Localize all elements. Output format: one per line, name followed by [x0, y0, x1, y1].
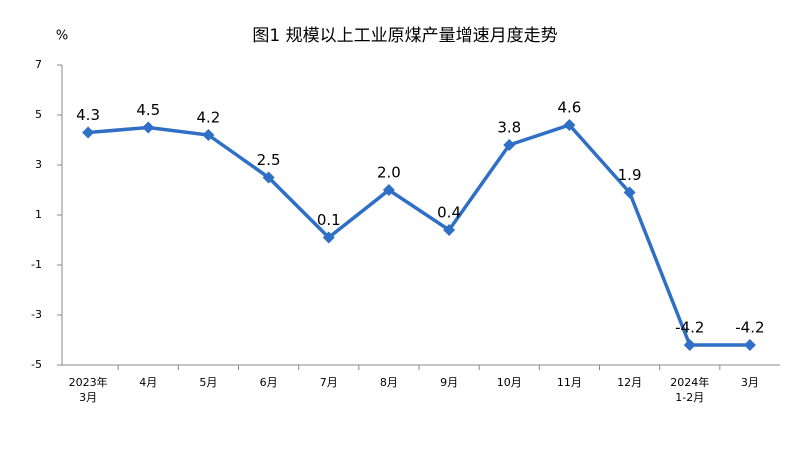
- marker: [683, 339, 696, 351]
- x-tick-label: 3月: [741, 376, 759, 389]
- x-tick-label: 11月: [557, 376, 582, 389]
- marker: [503, 139, 516, 151]
- data-label: 1.9: [618, 166, 642, 184]
- y-tick-label: -5: [31, 358, 42, 371]
- x-tick-label: 2024年 1-2月: [670, 375, 709, 404]
- data-label: 0.4: [437, 204, 461, 222]
- x-tick-label: 12月: [617, 376, 642, 389]
- y-unit: %: [56, 29, 68, 44]
- y-tick-label: 7: [35, 58, 42, 71]
- x-tick-label: 8月: [380, 376, 398, 389]
- y-tick-label: -1: [31, 258, 42, 271]
- data-label: 4.3: [76, 106, 100, 124]
- x-tick-label: 5月: [199, 376, 217, 389]
- marker: [262, 171, 275, 184]
- marker: [743, 339, 756, 351]
- x-tick-label: 9月: [440, 376, 458, 389]
- data-label: 0.1: [317, 211, 341, 229]
- y-tick-label: 5: [35, 108, 42, 121]
- x-tick-label: 6月: [260, 376, 278, 389]
- data-label: 4.6: [557, 99, 581, 117]
- data-label: 4.5: [136, 101, 160, 119]
- marker: [322, 231, 335, 244]
- data-label: 2.0: [377, 164, 401, 182]
- marker: [443, 224, 456, 236]
- data-label: 4.2: [196, 109, 220, 127]
- marker: [142, 121, 155, 134]
- marker: [202, 129, 215, 141]
- marker: [382, 184, 395, 196]
- y-tick-label: 3: [35, 158, 42, 171]
- y-tick-label: 1: [35, 208, 42, 221]
- chart-title: 图1 规模以上工业原煤产量增速月度走势: [252, 26, 557, 46]
- marker: [82, 126, 95, 139]
- data-label: -4.2: [675, 319, 704, 337]
- data-label: 2.5: [257, 151, 281, 169]
- marker: [623, 186, 636, 199]
- data-label: 3.8: [497, 119, 521, 137]
- marker: [563, 119, 576, 131]
- x-tick-label: 4月: [139, 376, 157, 389]
- x-tick-label: 10月: [497, 376, 522, 389]
- x-tick-label: 2023年 3月: [69, 375, 108, 404]
- y-tick-label: -3: [31, 308, 42, 321]
- data-label: -4.2: [735, 319, 764, 337]
- line: [87, 122, 750, 347]
- x-tick-label: 7月: [320, 376, 338, 389]
